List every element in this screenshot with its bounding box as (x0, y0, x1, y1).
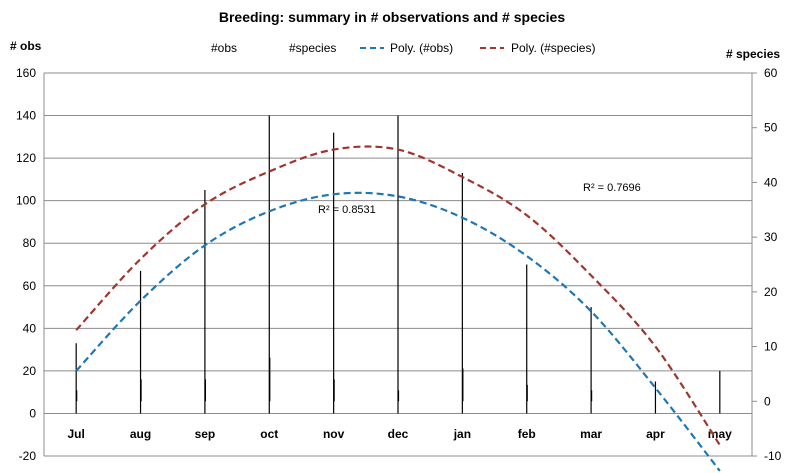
right-tick-label: 50 (764, 121, 778, 135)
r2-label-obs: R² = 0.8531 (318, 204, 376, 216)
left-tick-label: 120 (16, 151, 36, 165)
trendline-species (75, 145, 721, 446)
category-label: aug (130, 427, 151, 441)
left-tick-label: 0 (29, 406, 36, 420)
left-tick-label: 100 (16, 194, 36, 208)
category-labels: Jul aug sep oct nov dec jan feb mar apr may (68, 427, 733, 441)
right-tick-label: 60 (764, 66, 778, 80)
left-tick-label: 80 (23, 236, 37, 250)
right-tick-label: 20 (764, 285, 778, 299)
left-tick-label: 160 (16, 66, 36, 80)
r2-label-species: R² = 0.7696 (583, 182, 641, 194)
category-label: jan (453, 427, 471, 441)
left-tick-label: 40 (23, 321, 37, 335)
chart-title: Breeding: summary in # observations and … (219, 9, 565, 25)
right-tick-label: 40 (764, 175, 778, 189)
legend: #obs #species Poly. (#obs) Poly. (#speci… (211, 41, 595, 55)
right-axis-ticks: -10 0 10 20 30 40 50 60 (752, 66, 782, 463)
legend-label-obs: #obs (211, 41, 237, 55)
left-axis-ticks: -20 0 20 40 60 80 100 120 140 160 (16, 66, 36, 463)
category-label: may (708, 427, 732, 441)
category-label: nov (323, 427, 345, 441)
left-tick-label: 140 (16, 109, 36, 123)
category-label: mar (580, 427, 602, 441)
left-tick-label: 20 (23, 364, 37, 378)
left-tick-label: 60 (23, 279, 37, 293)
legend-label-species: #species (289, 41, 336, 55)
trendlines (75, 145, 721, 472)
bars (75, 115, 721, 414)
left-tick-label: -20 (19, 449, 37, 463)
right-tick-label: 30 (764, 230, 778, 244)
trendline-obs (75, 191, 721, 472)
category-label: feb (518, 427, 536, 441)
right-tick-label: 10 (764, 340, 778, 354)
category-label: apr (646, 427, 665, 441)
category-label: sep (195, 427, 216, 441)
legend-label-poly-obs: Poly. (#obs) (390, 41, 453, 55)
category-label: Jul (68, 427, 85, 441)
legend-label-poly-species: Poly. (#species) (511, 41, 595, 55)
category-label: oct (260, 427, 278, 441)
y-axis-title: # obs (10, 39, 42, 53)
y2-axis-title: # species (726, 47, 780, 61)
right-tick-label: 0 (764, 394, 771, 408)
category-label: dec (388, 427, 409, 441)
right-tick-label: -10 (764, 449, 782, 463)
